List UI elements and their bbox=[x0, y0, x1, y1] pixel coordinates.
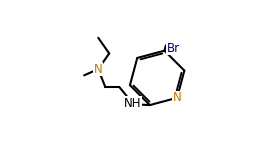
Text: NH: NH bbox=[124, 97, 141, 110]
Text: N: N bbox=[94, 63, 103, 76]
Text: N: N bbox=[173, 91, 181, 104]
Text: Br: Br bbox=[167, 42, 180, 55]
